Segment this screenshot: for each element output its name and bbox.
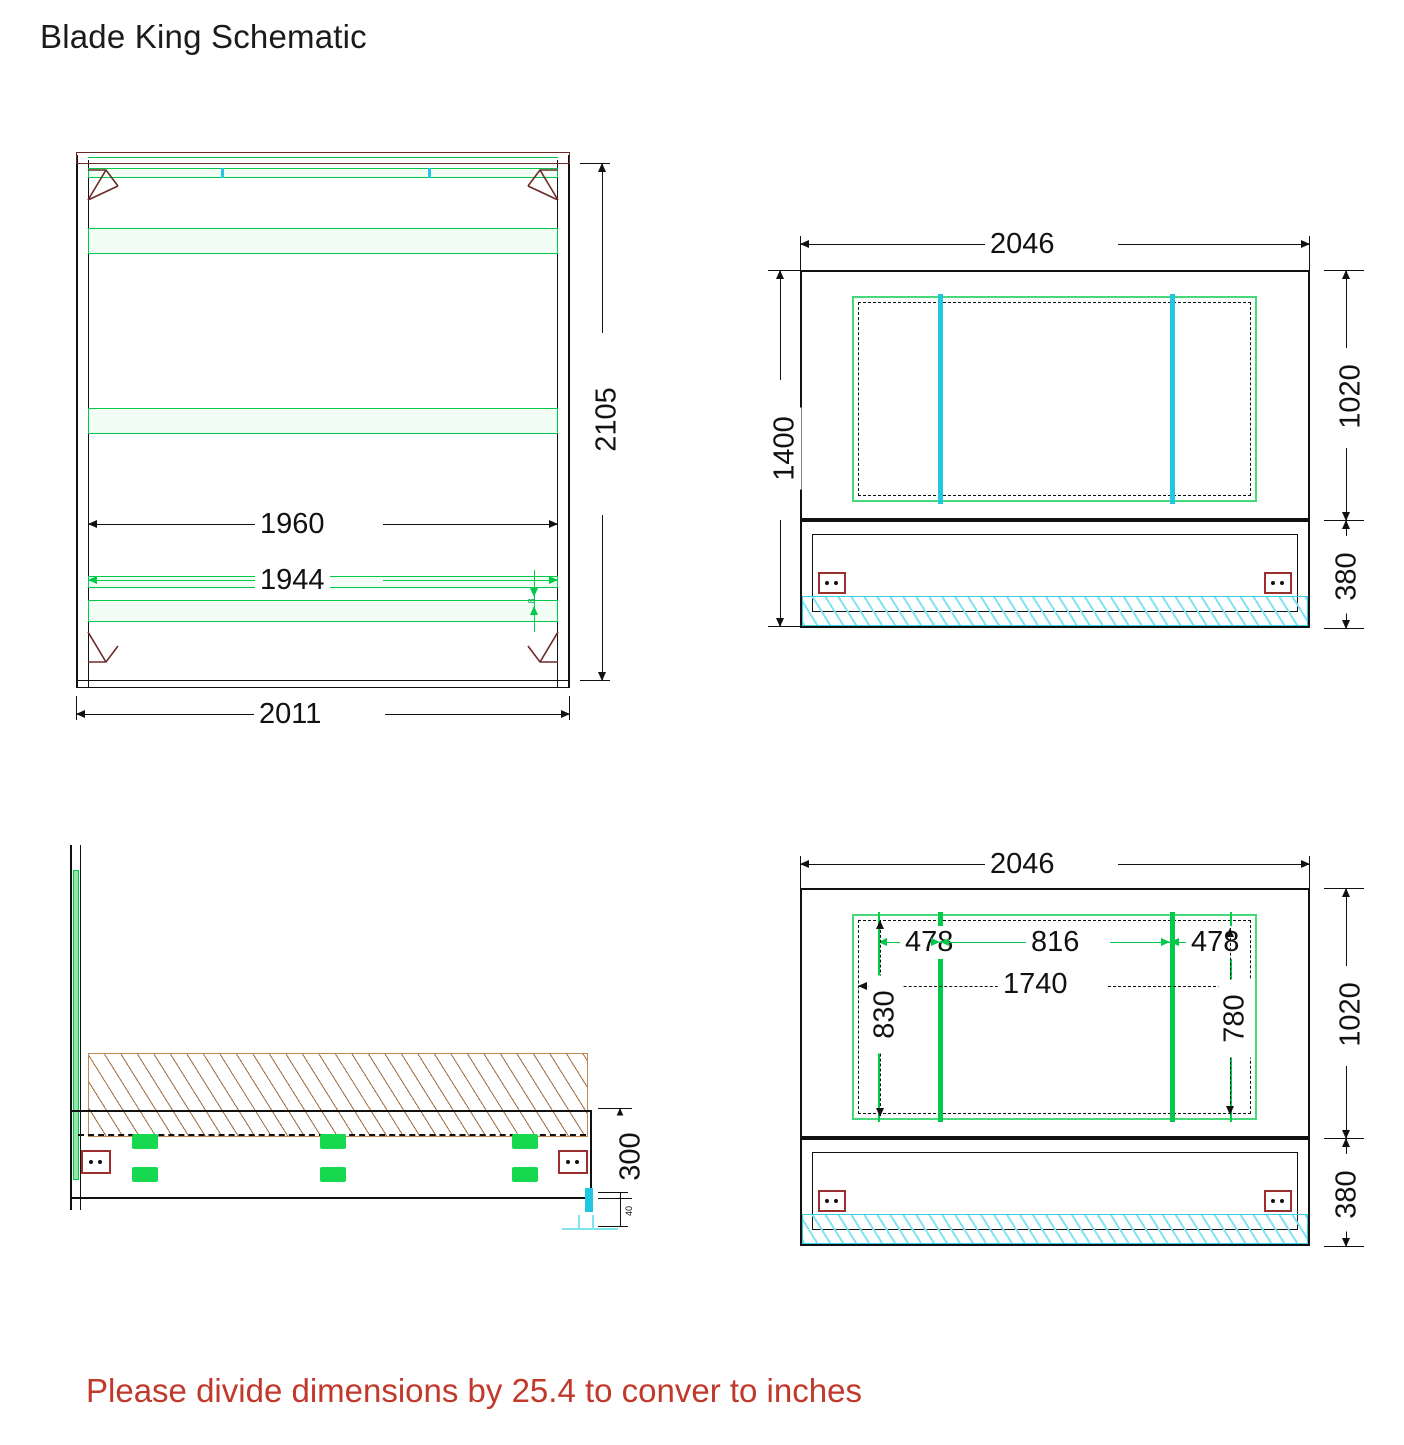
- plan-slat: [88, 600, 558, 622]
- side-floor-tick: [592, 1215, 594, 1229]
- dim-40: 40: [598, 1192, 646, 1232]
- page-title: Blade King Schematic: [40, 18, 367, 55]
- plan-head-rail: [76, 152, 570, 164]
- dim-380-top: 380: [1312, 520, 1372, 632]
- side-post-outer: [70, 845, 72, 1210]
- dim-2046-top: 2046: [800, 222, 1310, 272]
- hb-connector-right: [1264, 572, 1292, 594]
- dim-380-bottom: 380: [1312, 1138, 1372, 1250]
- dim-780: 780: [1210, 928, 1252, 1115]
- dim-1400: 1400: [750, 270, 810, 628]
- unit-conversion-note: Please divide dimensions by 25.4 to conv…: [86, 1372, 862, 1409]
- dim-2046-bottom-label: 2046: [985, 848, 1060, 881]
- hbd-divider-right: [1170, 912, 1175, 1122]
- dim-1944-label: 1944: [255, 564, 330, 597]
- dim-1400-label: 1400: [768, 407, 802, 490]
- hb-connector-left: [818, 572, 846, 594]
- dim-830: 830: [860, 920, 902, 1117]
- side-post-green-bar: [73, 870, 79, 1180]
- dim-row-panel-widths: 478 816 478: [878, 926, 1245, 962]
- view-headboard-front-elevation: 2046 1400 1020 380: [740, 0, 1404, 700]
- side-slat-block: [320, 1134, 346, 1149]
- view-headboard-panel-detail: 2046 478 816 478 1740 830: [740, 760, 1404, 1320]
- hb-divider-left: [938, 294, 943, 504]
- side-connector-right: [558, 1150, 588, 1174]
- side-slat-block: [512, 1134, 538, 1149]
- hb-base-hatch-band: [802, 596, 1308, 626]
- dim-1740: 1740: [858, 968, 1251, 1004]
- hbd-base-hatch-band: [802, 1214, 1308, 1244]
- plan-right-post-outer: [568, 155, 570, 688]
- dim-slat-thickness-label: 8: [526, 598, 537, 604]
- dim-830-label: 830: [868, 975, 902, 1054]
- dim-2105-label: 2105: [590, 380, 624, 459]
- side-platform-line: [72, 1110, 592, 1112]
- view-bed-side-elevation: 300 40: [0, 760, 700, 1300]
- hbd-base-frame: [800, 1138, 1310, 1246]
- dim-1020-top-label: 1020: [1334, 355, 1368, 438]
- dim-1740-label: 1740: [998, 968, 1073, 1001]
- dim-300-label: 300: [614, 1115, 648, 1198]
- hb-panel-inner-dashed: [858, 302, 1251, 496]
- hbd-connector-left: [818, 1190, 846, 1212]
- hb-outer-frame: [800, 270, 1310, 520]
- plan-slat: [88, 408, 558, 434]
- plan-dowel-marker: [221, 168, 224, 178]
- plan-dowel-marker: [428, 168, 431, 178]
- plan-slat-top: [88, 168, 558, 178]
- side-mattress-hatch: [88, 1053, 588, 1137]
- plan-slat: [88, 228, 558, 254]
- dim-2105: 2105: [580, 155, 640, 688]
- dim-816-label: 816: [1026, 926, 1085, 959]
- side-rail-right: [590, 1110, 592, 1198]
- view-bed-base-plan: 2105 1960 1944 8 2011: [0, 0, 700, 760]
- hb-base-frame: [800, 520, 1310, 628]
- dim-380-bottom-label: 380: [1330, 1157, 1364, 1232]
- dim-780-label: 780: [1218, 979, 1252, 1058]
- dim-slat-thickness: 8: [527, 570, 543, 632]
- hbd-divider-left: [938, 912, 943, 1122]
- hbd-connector-right: [1264, 1190, 1292, 1212]
- dim-1020-bottom: 1020: [1312, 888, 1372, 1140]
- hbd-outer-frame: [800, 888, 1310, 1138]
- dim-1944: 1944: [88, 564, 558, 597]
- side-floor-line: [562, 1228, 618, 1230]
- side-foot-glide: [585, 1188, 593, 1212]
- dim-1020-bottom-label: 1020: [1334, 973, 1368, 1056]
- side-slat-block: [132, 1134, 158, 1149]
- plan-foot-rail: [76, 680, 570, 688]
- side-floor-tick: [578, 1215, 580, 1229]
- side-rail-bottom: [72, 1197, 592, 1199]
- dim-2046-bottom: 2046: [800, 842, 1310, 890]
- dim-1020-top: 1020: [1312, 270, 1372, 522]
- side-post-inner: [80, 845, 81, 1210]
- dim-2011: 2011: [76, 696, 570, 731]
- hb-divider-right: [1170, 294, 1175, 504]
- plan-head-rail-green-line: [88, 157, 558, 158]
- side-connector-left: [81, 1150, 111, 1174]
- dim-380-top-label: 380: [1330, 539, 1364, 614]
- dim-40-label: 40: [624, 1205, 635, 1217]
- side-slat-block: [132, 1167, 158, 1182]
- dim-2011-label: 2011: [254, 698, 327, 731]
- plan-left-post-outer: [76, 155, 78, 688]
- side-slat-block: [512, 1167, 538, 1182]
- hbd-panel-outline: [852, 914, 1257, 1120]
- plan-corner-brackets: [87, 169, 559, 663]
- dim-2046-top-label: 2046: [985, 228, 1060, 261]
- dim-1960-label: 1960: [255, 508, 330, 541]
- hb-panel-outline: [852, 296, 1257, 502]
- side-slat-block: [320, 1167, 346, 1182]
- dim-1960: 1960: [88, 508, 558, 542]
